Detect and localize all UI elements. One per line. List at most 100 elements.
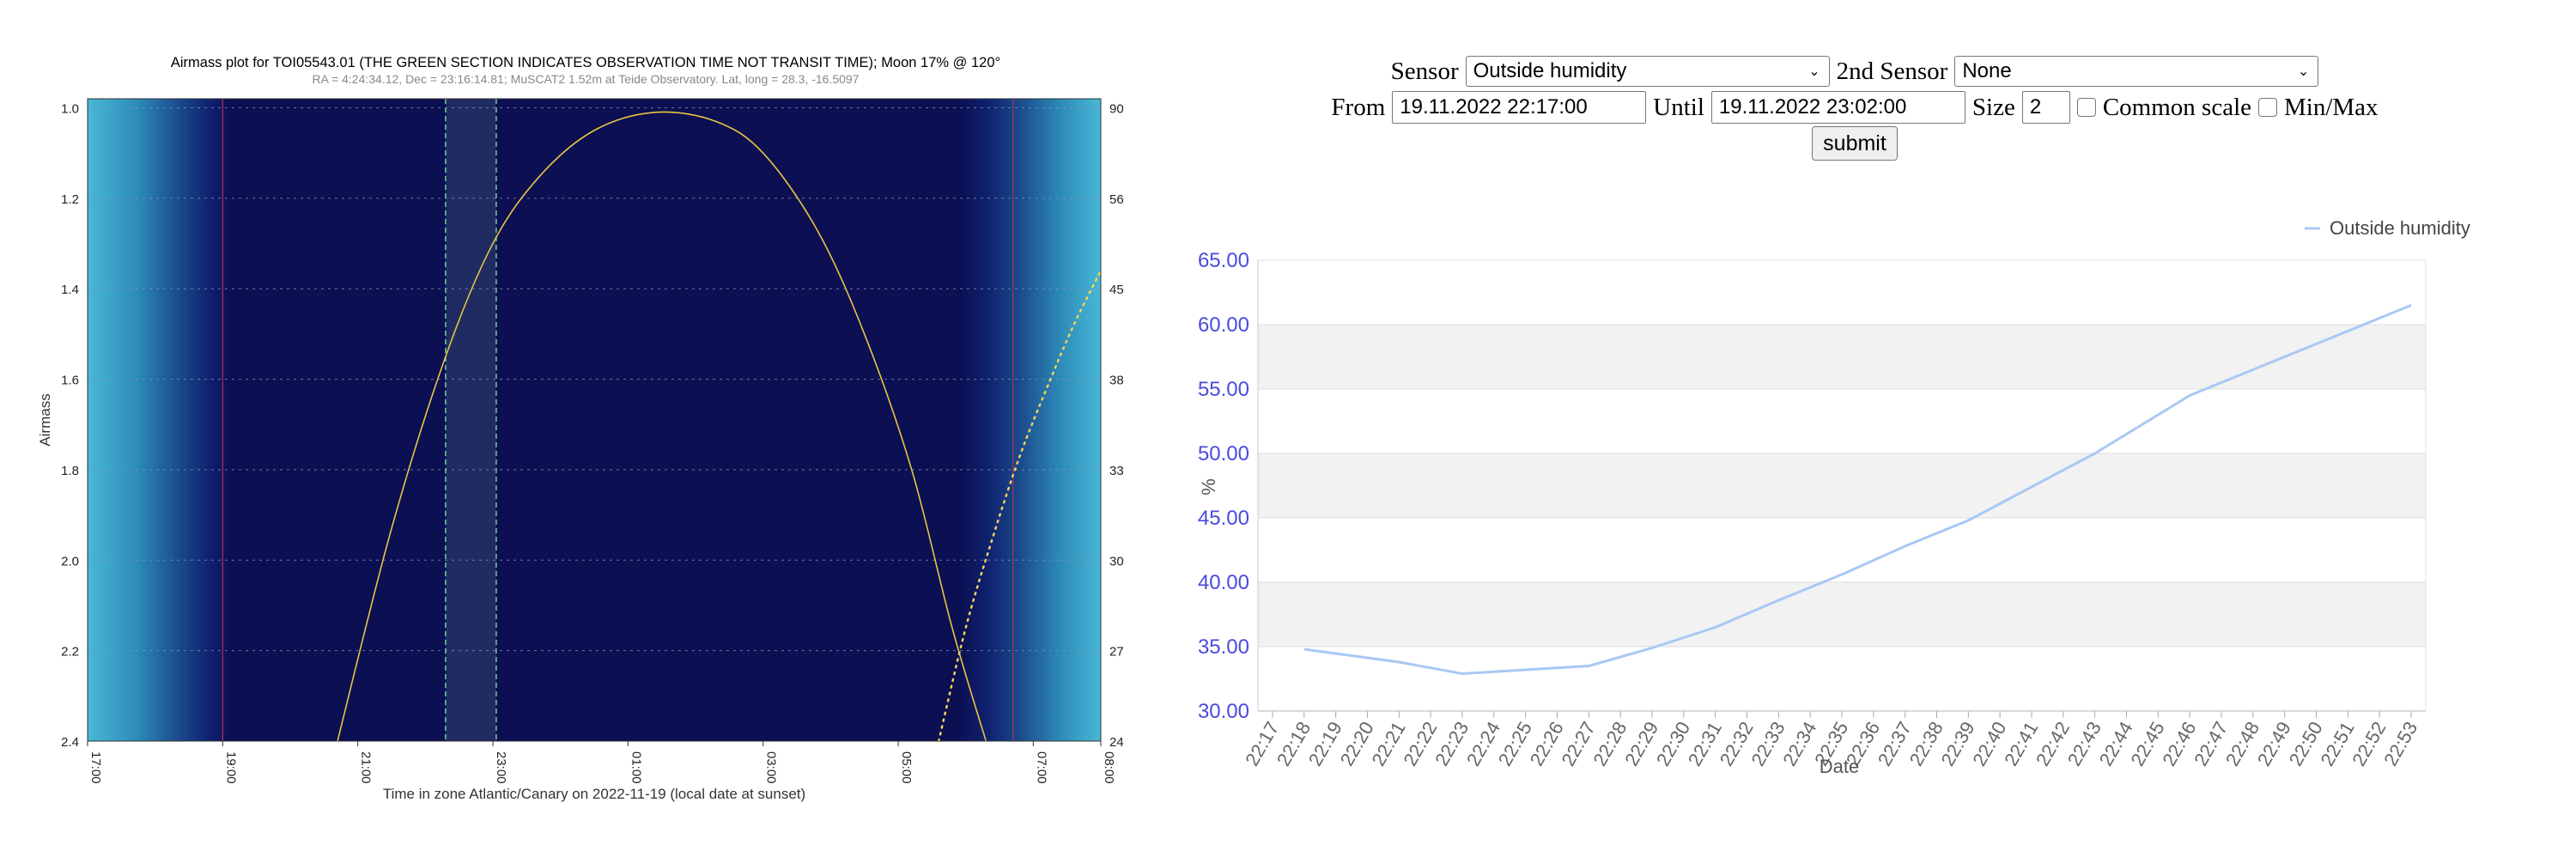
humidity-x-tick: 22:39 (1936, 718, 1978, 769)
humidity-x-tick: 22:32 (1716, 718, 1758, 769)
humidity-x-tick: 22:46 (2158, 718, 2200, 769)
humidity-x-tick: 22:20 (1336, 718, 1378, 769)
altitude-y-tick: 30 (1109, 554, 1124, 568)
airmass-subtitle: RA = 4:24:34.12, Dec = 23:16:14.81; MuSC… (312, 72, 859, 86)
sensor2-label: 2nd Sensor (1836, 57, 1948, 85)
altitude-y-tick: 38 (1109, 374, 1124, 388)
sensor-select[interactable]: Outside humidity ⌄ (1465, 56, 1830, 87)
until-label: Until (1653, 93, 1704, 121)
humidity-x-tick: 22:23 (1431, 718, 1473, 769)
date-row: From 19.11.2022 22:17:00 Until 19.11.202… (1133, 89, 2576, 125)
from-label: From (1331, 93, 1386, 121)
airmass-chart: Airmass plot for TOI05543.01 (THE GREEN … (37, 55, 1124, 802)
airmass-y-tick: 2.4 (61, 735, 79, 750)
airmass-x-tick: 21:00 (359, 751, 374, 784)
humidity-x-tick: 22:19 (1304, 718, 1346, 769)
until-input[interactable]: 19.11.2022 23:02:00 (1710, 91, 1965, 124)
airmass-x-tick: 03:00 (764, 751, 779, 784)
humidity-legend-label: Outside humidity (2330, 217, 2470, 239)
humidity-x-tick: 22:41 (2000, 718, 2042, 769)
humidity-x-tick: 22:27 (1557, 718, 1599, 769)
airmass-x-label: Time in zone Atlantic/Canary on 2022-11-… (383, 786, 805, 802)
humidity-y-tick: 35.00 (1198, 635, 1249, 659)
humidity-x-tick: 22:29 (1620, 718, 1662, 769)
airmass-x-tick: 17:00 (88, 751, 103, 784)
humidity-x-tick: 22:53 (2379, 718, 2421, 769)
humidity-x-tick: 22:40 (1968, 718, 2010, 769)
airmass-y-tick: 1.6 (61, 374, 79, 388)
humidity-panel: Sensor Outside humidity ⌄ 2nd Sensor Non… (1133, 0, 2576, 841)
humidity-x-tick: 22:26 (1526, 718, 1568, 769)
airmass-y-tick: 2.0 (61, 554, 79, 568)
airmass-x-tick: 19:00 (223, 751, 238, 784)
minmax-checkbox[interactable] (2258, 98, 2277, 117)
sensor-row: Sensor Outside humidity ⌄ 2nd Sensor Non… (1133, 53, 2576, 89)
humidity-y-tick: 65.00 (1198, 249, 1249, 272)
humidity-grid-band (1258, 453, 2426, 518)
observation-window (445, 99, 496, 741)
humidity-x-tick: 22:49 (2253, 718, 2295, 769)
chevron-down-icon: ⌄ (2297, 64, 2310, 79)
size-label: Size (1971, 93, 2015, 121)
humidity-x-tick: 22:50 (2285, 718, 2327, 769)
common-scale-label: Common scale (2102, 93, 2251, 121)
common-scale-checkbox[interactable] (2076, 98, 2096, 117)
humidity-x-tick: 22:47 (2190, 718, 2232, 769)
target-airmass-curve (337, 111, 987, 742)
humidity-x-tick: 22:24 (1462, 718, 1504, 769)
humidity-x-tick: 22:18 (1273, 718, 1315, 769)
humidity-x-tick: 22:43 (2063, 718, 2105, 769)
altitude-y-tick: 56 (1109, 192, 1124, 207)
sensor2-select[interactable]: None ⌄ (1954, 56, 2319, 87)
humidity-x-tick: 22:44 (2095, 718, 2137, 769)
altitude-y-tick: 33 (1109, 464, 1124, 478)
airmass-x-tick: 07:00 (1034, 751, 1048, 784)
humidity-x-tick: 22:48 (2221, 718, 2263, 769)
airmass-title: Airmass plot for TOI05543.01 (THE GREEN … (171, 55, 1000, 70)
altitude-y-tick: 45 (1109, 283, 1124, 297)
airmass-x-tick: 05:00 (899, 751, 914, 784)
altitude-y-tick: 90 (1109, 102, 1124, 117)
humidity-y-tick: 50.00 (1198, 442, 1249, 465)
humidity-x-label: Date (1820, 756, 1859, 777)
submit-row: submit (1133, 125, 2576, 161)
humidity-x-tick: 22:22 (1399, 718, 1441, 769)
airmass-y-tick: 1.2 (61, 192, 79, 207)
humidity-x-tick: 22:31 (1684, 718, 1726, 769)
humidity-x-tick: 22:21 (1367, 718, 1409, 769)
humidity-x-tick: 22:30 (1652, 718, 1694, 769)
airmass-y-tick: 1.4 (61, 283, 79, 297)
humidity-y-tick: 60.00 (1198, 313, 1249, 337)
humidity-x-tick: 22:37 (1874, 718, 1916, 769)
humidity-y-label: % (1198, 478, 1219, 495)
humidity-y-tick: 30.00 (1198, 700, 1249, 723)
moon-airmass-curve (937, 269, 1103, 743)
from-input[interactable]: 19.11.2022 22:17:00 (1392, 91, 1647, 124)
airmass-x-tick: 01:00 (629, 751, 643, 784)
sensor2-select-value: None (1962, 59, 2012, 82)
humidity-x-tick: 22:28 (1589, 718, 1631, 769)
size-input[interactable]: 2 (2021, 91, 2070, 124)
humidity-y-tick: 45.00 (1198, 507, 1249, 530)
sensor-label: Sensor (1390, 57, 1459, 85)
airmass-x-tick: 23:00 (494, 751, 508, 784)
sensor-select-value: Outside humidity (1473, 59, 1627, 82)
humidity-series-line (1303, 304, 2412, 675)
airmass-panel: Airmass plot for TOI05543.01 (THE GREEN … (0, 0, 1133, 841)
humidity-x-tick: 22:33 (1747, 718, 1789, 769)
humidity-y-tick: 55.00 (1198, 378, 1249, 401)
humidity-x-tick: 22:34 (1778, 718, 1820, 769)
humidity-y-tick: 40.00 (1198, 571, 1249, 594)
submit-button[interactable]: submit (1812, 126, 1898, 161)
humidity-x-tick: 22:51 (2316, 718, 2358, 769)
humidity-x-tick: 22:52 (2348, 718, 2390, 769)
altitude-y-tick: 27 (1109, 645, 1124, 660)
humidity-x-tick: 22:45 (2126, 718, 2168, 769)
humidity-x-tick: 22:42 (2032, 718, 2074, 769)
humidity-grid-band (1258, 582, 2426, 647)
humidity-grid-band (1258, 325, 2426, 389)
chevron-down-icon: ⌄ (1808, 64, 1820, 79)
altitude-y-tick: 24 (1109, 735, 1124, 750)
humidity-x-tick: 22:35 (1810, 718, 1852, 769)
humidity-x-tick: 22:25 (1494, 718, 1536, 769)
